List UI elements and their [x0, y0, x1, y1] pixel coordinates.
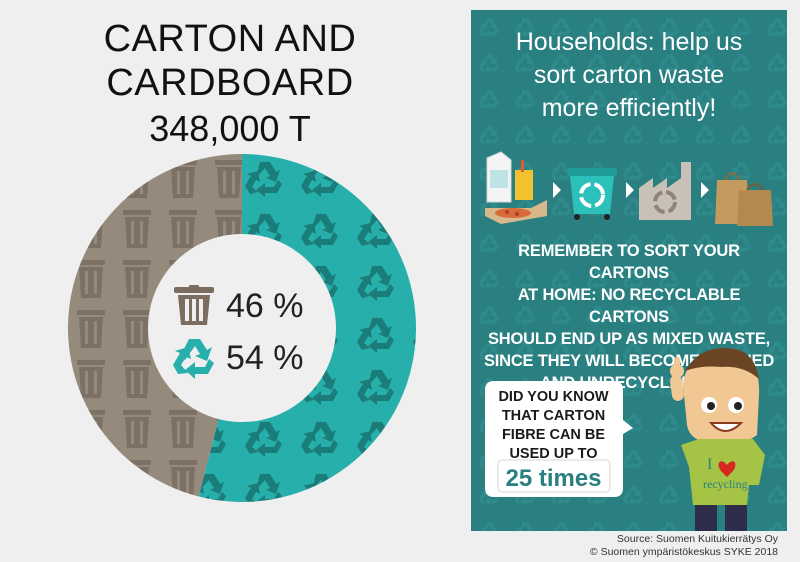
panel-heading-line: Households: help us	[515, 28, 743, 56]
panel-body-text: REMEMBER TO SORT YOUR CARTONS AT HOME: N…	[479, 240, 779, 394]
panel-heading: Households: help us sort carton waste mo…	[471, 26, 787, 125]
arrow-icon	[626, 182, 634, 198]
bubble-line: FIBRE CAN BE	[501, 427, 606, 443]
bubble-text: DID YOU KNOW THAT CARTON FIBRE CAN BE US…	[484, 388, 623, 464]
shirt-letter: I	[707, 456, 712, 473]
shirt-word: recycling	[703, 477, 748, 491]
chart-title-line-2: CARDBOARD	[106, 62, 354, 104]
legend-recycled: 54 %	[172, 337, 304, 379]
arrow-icon	[553, 182, 561, 198]
body-line: SHOULD END UP AS MIXED WASTE,	[487, 330, 771, 348]
speech-bubble	[485, 381, 633, 497]
panel-heading-line: sort carton waste	[533, 61, 725, 89]
mascot-character: I recycling	[670, 347, 765, 531]
trash-bin-icon	[174, 285, 214, 325]
chart-title-line-1: CARTON AND	[103, 18, 357, 60]
carton-and-pizza-box-icon	[485, 151, 547, 224]
bubble-highlight: 25 times	[505, 465, 602, 492]
mixed-waste-value: 46 %	[226, 286, 304, 325]
bubble-line: THAT CARTON	[501, 408, 606, 424]
donut-chart	[68, 154, 416, 502]
heart-icon	[718, 461, 736, 477]
source-line: © Suomen ympäristökeskus SYKE 2018	[589, 546, 778, 558]
factory-icon	[639, 162, 691, 220]
recycled-value: 54 %	[226, 338, 304, 377]
panel-heading-line: more efficiently!	[541, 94, 717, 122]
legend-mixed-waste: 46 %	[172, 285, 304, 327]
paper-bags-icon	[715, 172, 773, 226]
info-panel: Households: help us sort carton waste mo…	[471, 10, 787, 531]
source-line: Source: Suomen Kuitukierrätys Oy	[616, 533, 778, 545]
recycling-process-strip	[485, 151, 773, 226]
body-line: AT HOME: NO RECYCLABLE CARTONS	[517, 286, 741, 326]
body-line: REMEMBER TO SORT YOUR CARTONS	[518, 242, 740, 282]
bubble-line: DID YOU KNOW	[498, 389, 609, 405]
bubble-line: USED UP TO	[509, 446, 598, 462]
recycle-icon	[173, 339, 214, 379]
source-note: Source: Suomen Kuitukierrätys Oy © Suome…	[590, 533, 778, 559]
recycling-bin-icon	[567, 168, 617, 220]
arrow-icon	[701, 182, 709, 198]
total-tonnage: 348,000 T	[149, 108, 311, 149]
donut-hole	[148, 234, 336, 422]
